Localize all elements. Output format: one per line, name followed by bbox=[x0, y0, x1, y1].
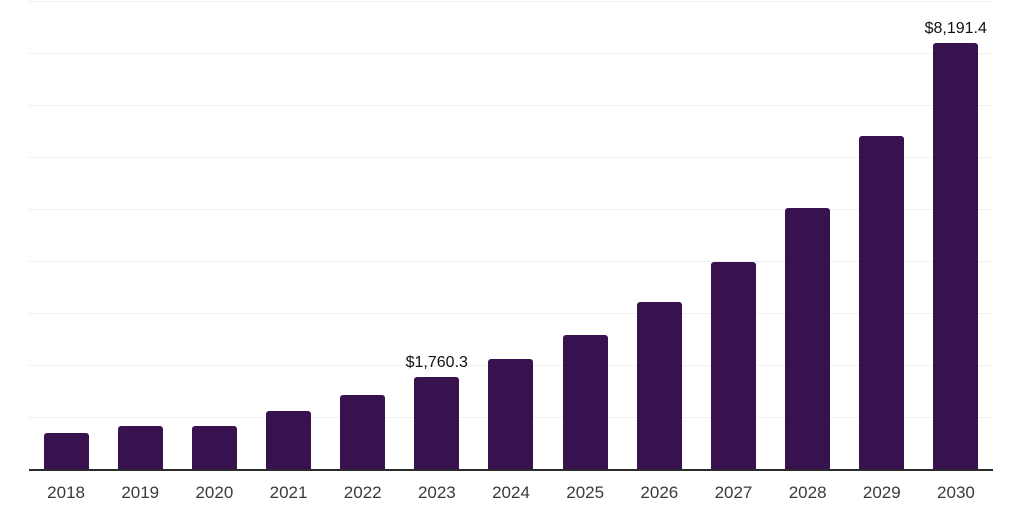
x-tick-label-2030: 2030 bbox=[937, 483, 975, 502]
bar-2022 bbox=[340, 394, 386, 469]
x-axis-line bbox=[29, 469, 993, 471]
x-tick-label-2027: 2027 bbox=[714, 483, 753, 502]
x-tick-label-2018: 2018 bbox=[47, 483, 85, 502]
gridline-4000 bbox=[29, 261, 993, 263]
bar-2023: $1,760.3 bbox=[406, 354, 468, 469]
gridline-7000 bbox=[29, 105, 993, 106]
bar-2028 bbox=[784, 207, 830, 469]
bars: $1,760.3 $8,191.4 bbox=[29, 1, 993, 469]
x-tick-label-2028: 2028 bbox=[788, 483, 827, 502]
bar-2018 bbox=[43, 433, 89, 469]
x-tick-label-2026: 2026 bbox=[640, 483, 679, 502]
x-tick-label-2021: 2021 bbox=[269, 483, 308, 502]
x-tick-label-2022: 2022 bbox=[343, 483, 382, 502]
bar-2030: $8,191.4 bbox=[925, 20, 987, 469]
bar-2019 bbox=[117, 425, 163, 469]
bar-2027 bbox=[710, 261, 756, 469]
bar-2025 bbox=[562, 334, 608, 469]
x-tick-label-2024: 2024 bbox=[492, 483, 530, 502]
bar-2024 bbox=[488, 358, 534, 469]
x-axis-labels: 2018 2019 2020 2021 2022 2023 2024 2025 2026 2027… bbox=[29, 483, 993, 503]
gridline-3000 bbox=[29, 313, 993, 315]
bar-2021 bbox=[265, 411, 311, 469]
bar-value-label-2030: $8,191.4 bbox=[924, 20, 987, 38]
bar-2026 bbox=[636, 302, 682, 469]
plot-area: $1,760.3 $8,191.4 bbox=[29, 1, 993, 469]
x-tick-label-2029: 2029 bbox=[862, 483, 901, 502]
x-tick-label-2023: 2023 bbox=[417, 483, 456, 502]
gridline-6000 bbox=[29, 157, 993, 159]
x-tick-label-2020: 2020 bbox=[195, 483, 234, 502]
bar-2029 bbox=[859, 135, 905, 469]
gridline-8000 bbox=[29, 53, 993, 55]
gridline-9000 bbox=[29, 1, 993, 2]
x-tick-label-2019: 2019 bbox=[121, 483, 160, 502]
bar-2020 bbox=[191, 426, 237, 469]
x-tick-label-2025: 2025 bbox=[566, 483, 605, 502]
gridline-5000 bbox=[29, 209, 993, 210]
bar-value-label-2023: $1,760.3 bbox=[405, 354, 468, 372]
